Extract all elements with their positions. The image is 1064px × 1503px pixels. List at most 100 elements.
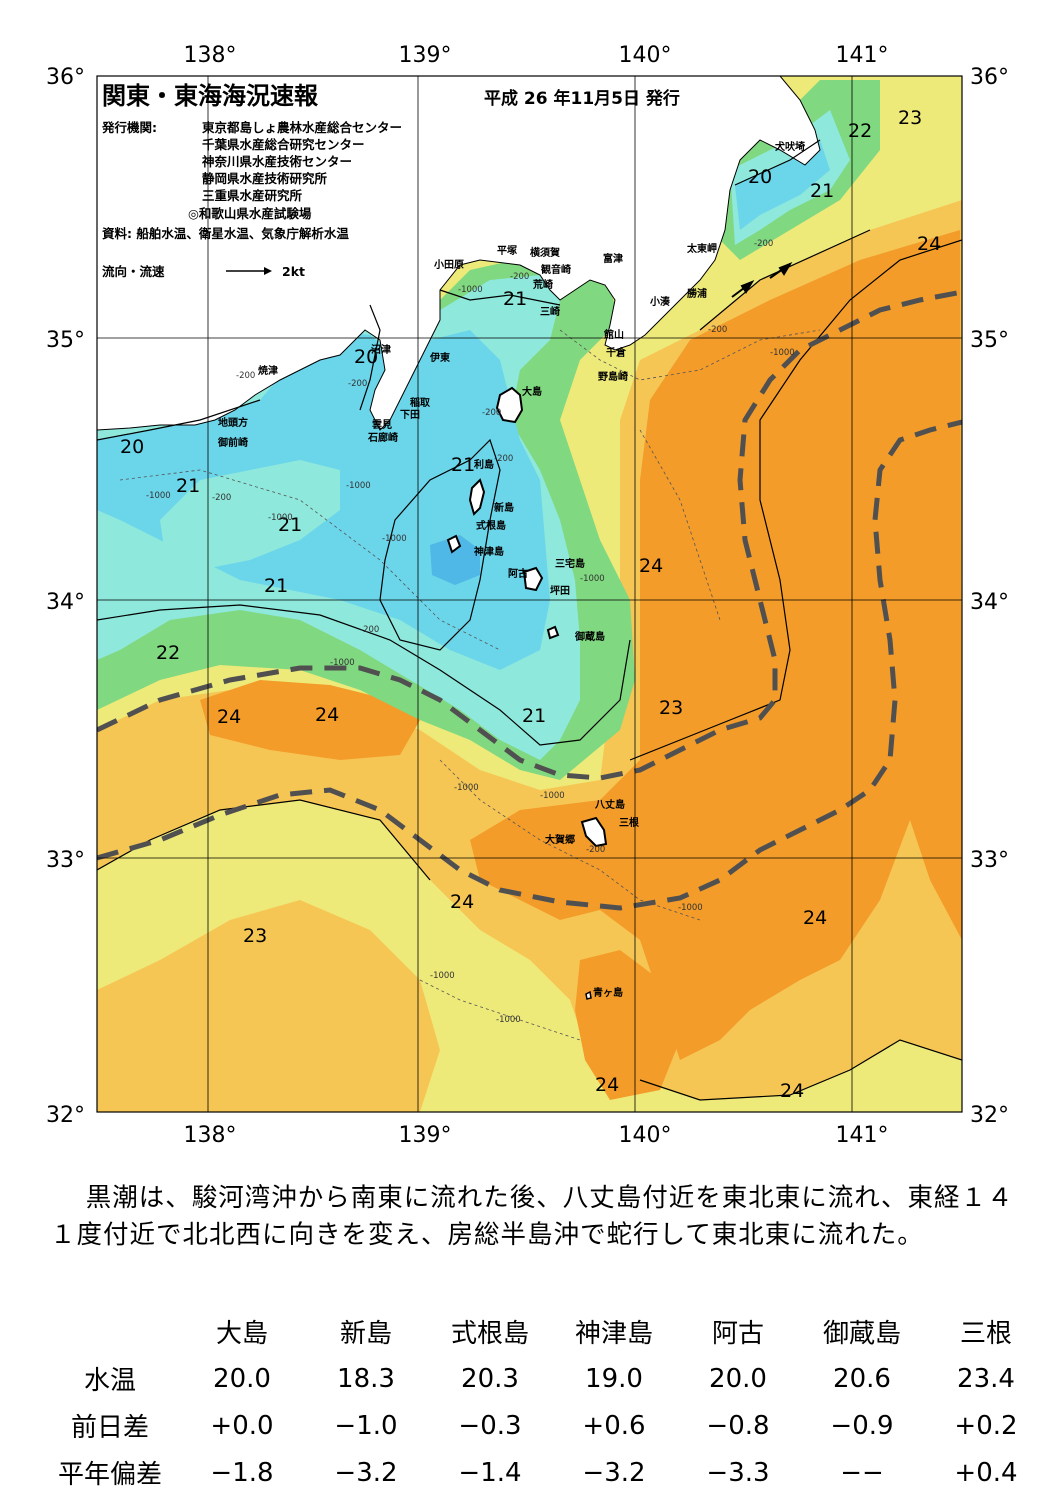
depth-label: -200 xyxy=(754,239,773,249)
land-boso-upper xyxy=(590,80,660,280)
row-label: 水温 xyxy=(83,1366,136,1396)
issuer-2: 千葉県水産総合研究センター xyxy=(202,137,365,152)
place-yokosuka: 横須賀 xyxy=(530,246,560,259)
lat-label-33-right: 33° xyxy=(970,848,1009,873)
lon-label-141-top: 141° xyxy=(836,43,889,68)
island-oshima xyxy=(495,386,524,424)
isotherm-label: 23 xyxy=(659,697,683,719)
isotherm-label: 22 xyxy=(156,642,180,664)
map-title: 関東・東海海況速報 xyxy=(102,82,319,110)
place-aogashima: 青ヶ島 xyxy=(593,986,623,999)
summary-paragraph: 黒潮は、駿河湾沖から南東に流れた後、八丈島付近を東北東に流れ、東経１４１度付近で… xyxy=(50,1183,1014,1250)
place-tateyama: 館山 xyxy=(603,328,624,341)
isotherm-label: 20 xyxy=(120,436,144,458)
lat-label-35-right: 35° xyxy=(970,328,1009,353)
place-chikura: 千倉 xyxy=(606,346,627,359)
place-mikurajima: 御蔵島 xyxy=(574,630,605,643)
island-aogashima xyxy=(585,990,592,1000)
lon-label-140-bottom: 140° xyxy=(619,1123,672,1148)
place-odawara: 小田原 xyxy=(433,258,464,271)
isotherm-label: 24 xyxy=(803,907,827,929)
depth-label: -200 xyxy=(348,379,367,389)
place-numazu: 沼津 xyxy=(371,343,391,356)
issuer-label: 発行機関: xyxy=(101,120,157,135)
place-hiratsuka: 平塚 xyxy=(497,244,517,257)
isotherm-label: 23 xyxy=(898,107,922,129)
lat-label-36-right: 36° xyxy=(970,65,1009,90)
place-niijima: 新島 xyxy=(494,501,514,514)
place-omaezaki: 御前崎 xyxy=(217,436,248,449)
place-oshima: 大島 xyxy=(522,385,542,398)
isotherm-label: 21 xyxy=(264,575,288,597)
isotherm-label: 21 xyxy=(503,288,527,310)
table-cell: −0.3 xyxy=(458,1410,522,1441)
isotherm-label: 20 xyxy=(354,346,378,368)
place-nojimazaki: 野島崎 xyxy=(598,370,628,383)
place-tsubota: 坪田 xyxy=(550,584,570,597)
isotherm-label: 24 xyxy=(595,1074,619,1096)
isotherm-label: 24 xyxy=(639,555,663,577)
isotherm-label: 24 xyxy=(780,1080,804,1102)
place-shikinejima: 式根島 xyxy=(476,519,506,532)
table-cell: +0.2 xyxy=(954,1410,1018,1441)
island-kozushima xyxy=(446,534,462,554)
column-header: 神津島 xyxy=(574,1319,653,1349)
depth-label: -200 xyxy=(482,408,501,418)
column-header: 阿古 xyxy=(711,1319,764,1349)
table-cell: −− xyxy=(840,1457,884,1488)
place-miyakejima: 三宅島 xyxy=(555,557,585,570)
depth-label: -200 xyxy=(510,272,529,282)
depth-label: -1000 xyxy=(382,534,407,544)
place-ako: 阿古 xyxy=(508,567,528,580)
data-source: 資料: 船舶水温、衛星水温、気象庁解析水温 xyxy=(102,226,349,241)
lon-label-139-bottom: 139° xyxy=(399,1123,452,1148)
place-ito: 伊東 xyxy=(429,351,450,364)
table-cell: −3.2 xyxy=(334,1457,398,1488)
isotherm-label: 21 xyxy=(451,454,475,476)
place-kumomi: 雲見 xyxy=(372,419,392,431)
depth-label: -1000 xyxy=(540,791,565,801)
table-header-row: 大島 新島 式根島 神津島 阿古 御蔵島 三根 xyxy=(40,1308,1048,1355)
summary-text: 黒潮は、駿河湾沖から南東に流れた後、八丈島付近を東北東に流れ、東経１４１度付近で… xyxy=(50,1180,1030,1254)
depth-label: -1000 xyxy=(146,491,171,501)
isotherm-label: 24 xyxy=(450,891,474,913)
legend-arrow-icon xyxy=(226,267,272,275)
table-cell: −0.9 xyxy=(830,1410,894,1441)
issue-date: 平成 26 年11月5日 発行 xyxy=(484,88,680,109)
place-yaizu: 焼津 xyxy=(258,364,278,377)
legend-speed: 2kt xyxy=(282,264,305,279)
table-cell: −1.4 xyxy=(458,1457,522,1488)
table-cell: +0.0 xyxy=(210,1410,274,1441)
table-cell: 20.0 xyxy=(213,1363,271,1394)
isotherm-label: 21 xyxy=(278,514,302,536)
lon-label-139-top: 139° xyxy=(399,43,452,68)
depth-label: -1000 xyxy=(678,903,703,913)
column-header: 大島 xyxy=(215,1319,268,1349)
table-cell: 23.4 xyxy=(957,1363,1015,1394)
place-irozaki: 石廊崎 xyxy=(367,431,398,444)
issuer-6: ◎和歌山県水産試験場 xyxy=(188,206,312,221)
depth-label: -1000 xyxy=(580,574,605,584)
row-label: 平年偏差 xyxy=(57,1460,162,1490)
lat-label-34-right: 34° xyxy=(970,590,1009,615)
island-temperature-table: 大島 新島 式根島 神津島 阿古 御蔵島 三根 水温 20.0 18.3 20.… xyxy=(40,1308,1048,1496)
place-toshima: 利島 xyxy=(474,458,494,471)
lat-label-32-right: 32° xyxy=(970,1103,1009,1128)
table-corner xyxy=(40,1308,180,1355)
isotherm-label: 24 xyxy=(217,706,241,728)
place-kozushima: 神津島 xyxy=(474,545,504,558)
table-cell: 20.6 xyxy=(833,1363,891,1394)
table-row: 平年偏差 −1.8 −3.2 −1.4 −3.2 −3.3 −− +0.4 xyxy=(40,1449,1048,1496)
zone-21-patch xyxy=(160,460,340,570)
zone-24-southwest xyxy=(97,900,440,1112)
island-mikurajima xyxy=(546,625,560,640)
table-row: 前日差 +0.0 −1.0 −0.3 +0.6 −0.8 −0.9 +0.2 xyxy=(40,1402,1048,1449)
isotherm-label: 24 xyxy=(315,704,339,726)
table-cell: 20.3 xyxy=(461,1363,519,1394)
depth-label: -200 xyxy=(236,371,255,381)
sea-temperature-map: 138° 139° 140° 141° 138° 139° 140° 141° … xyxy=(46,43,1009,1148)
place-misaki: 三崎 xyxy=(540,305,560,318)
issuer-1: 東京都島しょ農林水産総合センター xyxy=(202,120,402,135)
place-okago: 大賀郷 xyxy=(545,833,575,846)
depth-label: -1000 xyxy=(268,513,293,523)
